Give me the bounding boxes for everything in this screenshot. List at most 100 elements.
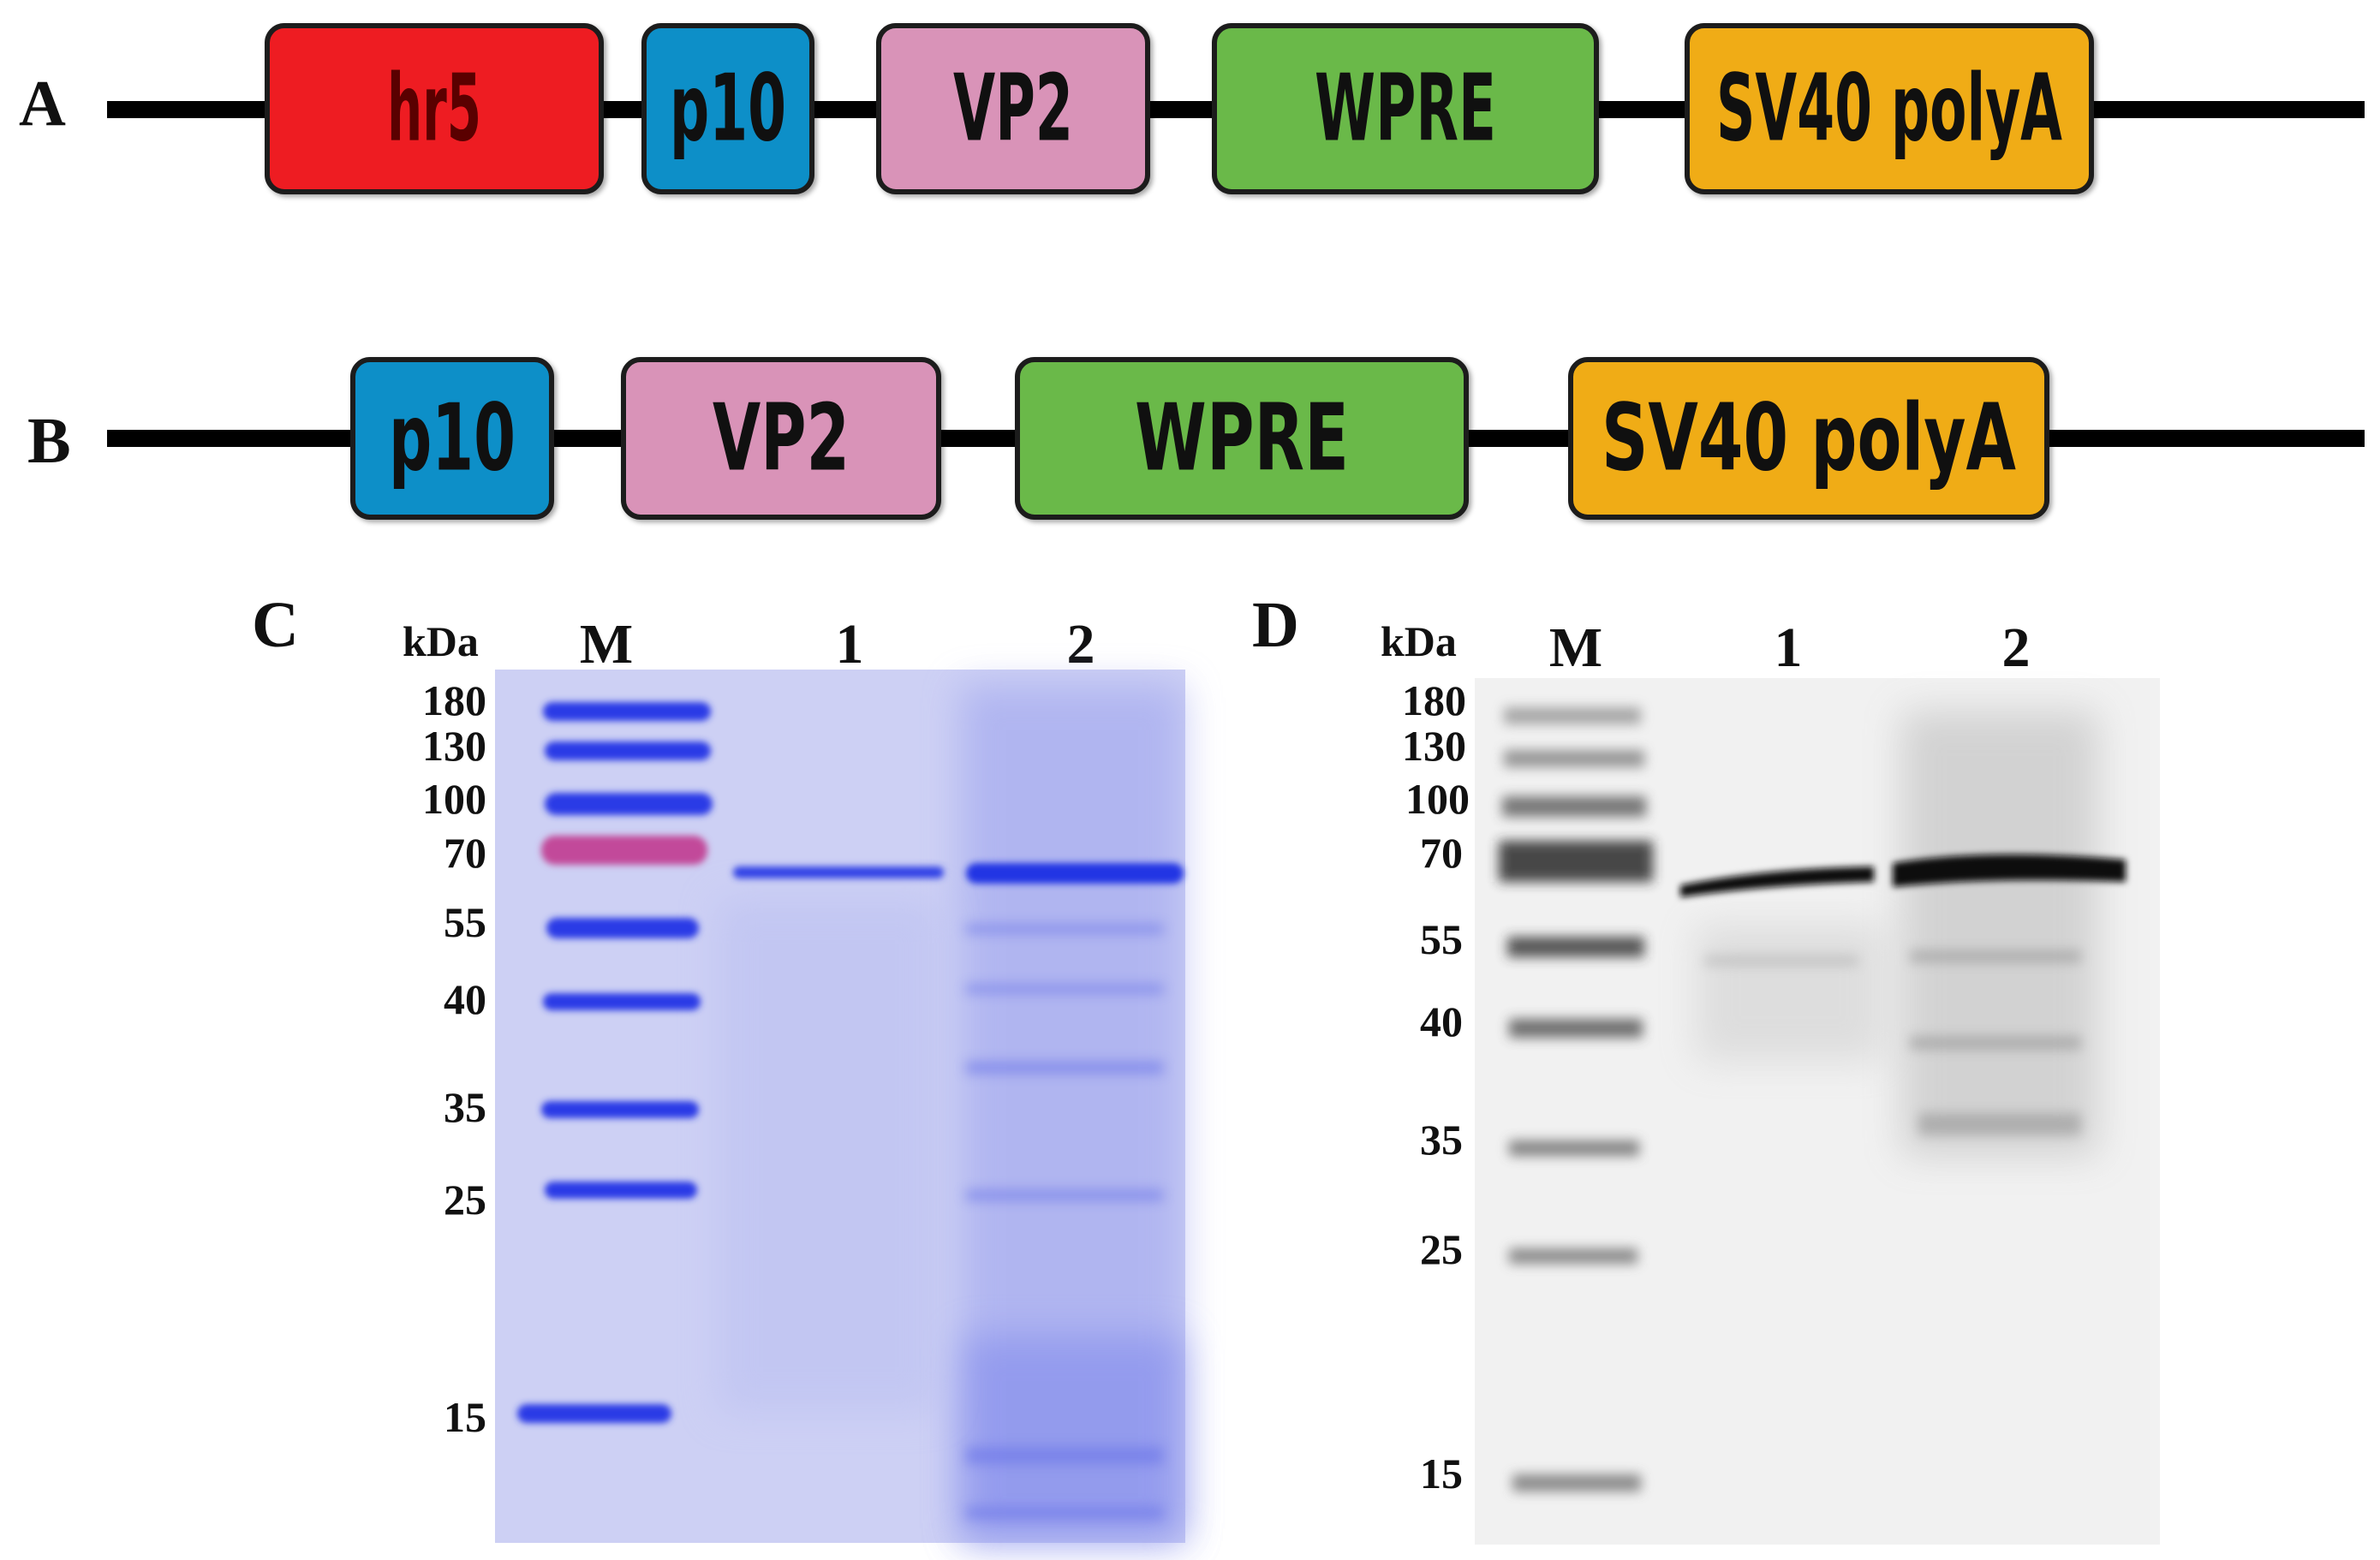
ladder-band-35 xyxy=(1509,1140,1639,1156)
lane-2-vp2-band xyxy=(966,863,1184,884)
marker-label-100: 100 xyxy=(422,775,486,823)
lane-2-smear xyxy=(1901,711,2098,1156)
p10-label: p10 xyxy=(670,56,786,163)
ladder-band-55 xyxy=(546,918,699,938)
ladder-band-40 xyxy=(543,993,701,1010)
marker-label-25: 25 xyxy=(1420,1225,1463,1273)
panel-b-element-vp2: VP2 xyxy=(621,357,941,520)
ladder-band-25 xyxy=(1509,1248,1637,1264)
ladder-band-130 xyxy=(1504,750,1644,767)
panel-d-marker-labels: 180 130 100 70 55 40 35 25 15 xyxy=(1402,676,1470,1497)
lane-1-minor-band xyxy=(1704,956,1858,966)
sv40-polya-label: SV40 polyA xyxy=(1602,385,2016,492)
panel-a-element-vp2: VP2 xyxy=(876,23,1150,194)
ladder-band-15 xyxy=(1512,1474,1641,1492)
wpre-box xyxy=(1212,23,1599,194)
panel-b-element-sv40-polya: SV40 polyA xyxy=(1568,357,2049,520)
panel-d-letter: D xyxy=(1252,589,1299,661)
panel-d-unit: kDa xyxy=(1381,617,1457,665)
marker-label-70: 70 xyxy=(444,829,486,877)
panel-a-element-wpre: WPRE xyxy=(1212,23,1599,194)
panel-a-element-p10: p10 xyxy=(641,23,814,194)
ladder-band-180 xyxy=(1504,707,1641,724)
marker-label-130: 130 xyxy=(1402,722,1466,770)
marker-label-40: 40 xyxy=(1420,997,1463,1045)
lane-1-smear xyxy=(718,899,940,1413)
ladder-band-55 xyxy=(1507,937,1644,957)
coomassie-gel xyxy=(495,670,1185,1543)
lane-2-minor-band xyxy=(1918,1113,2081,1135)
lane-1-smear xyxy=(1696,925,1884,1062)
ladder-band-25 xyxy=(545,1182,697,1199)
lane-1-vp2-band xyxy=(733,866,944,878)
panel-d-lane-2: 2 xyxy=(2002,616,2031,679)
ladder-band-70 xyxy=(541,836,707,865)
lane-2-minor-bands xyxy=(1910,950,2081,1135)
panel-b-element-p10: p10 xyxy=(350,357,554,520)
panel-c-unit: kDa xyxy=(403,617,479,665)
marker-label-55: 55 xyxy=(1420,915,1463,963)
marker-label-100: 100 xyxy=(1405,775,1470,823)
hr5-box xyxy=(265,23,604,194)
marker-label-35: 35 xyxy=(444,1083,486,1131)
western-blot xyxy=(1475,678,2160,1545)
ladder-band-15 xyxy=(517,1404,671,1423)
lane-2-vp2-band xyxy=(1893,854,2126,887)
marker-label-130: 130 xyxy=(422,722,486,770)
vp2-label: VP2 xyxy=(713,385,850,492)
hr5-label: hr5 xyxy=(387,56,481,163)
panel-a-element-sv40-polya: SV40 polyA xyxy=(1685,23,2094,194)
ladder-band-100 xyxy=(545,793,713,815)
lane-2-minor-band xyxy=(966,1062,1163,1074)
lane-2-minor-bands xyxy=(966,925,1163,1519)
sv40-polya-label: SV40 polyA xyxy=(1716,56,2062,163)
panel-c: C kDa M 1 2 180 130 100 70 55 40 35 25 1… xyxy=(252,589,1185,1543)
panel-d-lane-1: 1 xyxy=(1775,616,1803,679)
coomassie-marker-ladder xyxy=(517,702,713,1423)
vp2-box xyxy=(876,23,1150,194)
lane-2-minor-band xyxy=(1910,1036,2081,1050)
panel-a-letter: A xyxy=(19,68,66,140)
panel-b: B p10 VP2 WPRE SV40 polyA xyxy=(27,357,2365,520)
ladder-band-130 xyxy=(545,741,711,760)
marker-label-70: 70 xyxy=(1420,829,1463,877)
wpre-label: WPRE xyxy=(1135,385,1349,492)
marker-label-180: 180 xyxy=(422,676,486,724)
marker-label-15: 15 xyxy=(444,1393,486,1441)
vp2-label: VP2 xyxy=(953,56,1073,163)
lane-2-minor-band xyxy=(966,1507,1163,1519)
lane-2-minor-band xyxy=(966,925,1163,933)
lane-1-vp2-band xyxy=(1680,866,1874,897)
panel-a: A hr5 p10 VP2 WPRE SV40 polyA xyxy=(19,23,2365,194)
panel-c-marker-labels: 180 130 100 70 55 40 35 25 15 xyxy=(422,676,486,1441)
ladder-band-35 xyxy=(541,1101,699,1118)
lane-2-minor-band xyxy=(966,985,1163,993)
western-marker-ladder xyxy=(1499,707,1653,1492)
marker-label-55: 55 xyxy=(444,898,486,946)
panel-b-element-wpre: WPRE xyxy=(1015,357,1469,520)
wpre-box xyxy=(1015,357,1469,520)
marker-label-35: 35 xyxy=(1420,1116,1463,1164)
sv40-polya-box xyxy=(1568,357,2049,520)
panel-c-letter: C xyxy=(252,589,299,661)
p10-box xyxy=(641,23,814,194)
lane-2-minor-band xyxy=(966,1190,1163,1200)
ladder-band-40 xyxy=(1509,1019,1643,1038)
lane-2-minor-band xyxy=(1910,950,2081,962)
panel-b-letter: B xyxy=(27,405,71,477)
sv40-polya-box xyxy=(1685,23,2094,194)
panel-c-lane-2: 2 xyxy=(1067,613,1095,676)
marker-label-15: 15 xyxy=(1420,1450,1463,1497)
p10-label: p10 xyxy=(389,385,516,492)
panel-d-lane-m: M xyxy=(1549,616,1602,679)
panel-a-element-hr5: hr5 xyxy=(265,23,604,194)
vp2-box xyxy=(621,357,941,520)
marker-label-40: 40 xyxy=(444,975,486,1023)
marker-label-180: 180 xyxy=(1402,676,1466,724)
panel-c-lane-1: 1 xyxy=(836,613,864,676)
ladder-band-180 xyxy=(543,702,711,721)
ladder-band-100 xyxy=(1502,796,1646,817)
wpre-label: WPRE xyxy=(1315,56,1496,163)
